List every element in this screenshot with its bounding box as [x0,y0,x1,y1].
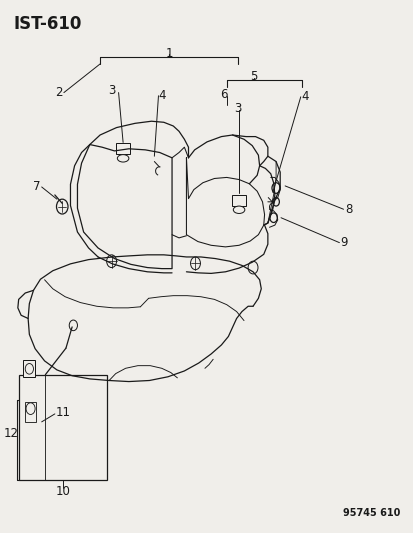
Text: 5: 5 [250,70,257,83]
Text: 1: 1 [165,47,173,60]
Text: 3: 3 [108,84,115,97]
Text: 9: 9 [340,236,347,249]
Text: 6: 6 [219,87,227,101]
Text: 3: 3 [234,102,241,115]
Text: 11: 11 [55,406,71,419]
Bar [25,402,36,422]
Text: IST-610: IST-610 [14,14,82,33]
Ellipse shape [117,155,128,162]
Bar [23,360,35,377]
Ellipse shape [233,206,244,214]
Text: 8: 8 [344,203,351,216]
Text: 7: 7 [33,181,40,193]
Text: 10: 10 [55,486,70,498]
Text: 2: 2 [55,86,62,99]
Bar [19,375,107,480]
Ellipse shape [25,364,33,374]
Text: 4: 4 [158,89,166,102]
Bar [232,195,245,206]
Bar [116,143,130,154]
Text: 12: 12 [3,427,19,440]
Ellipse shape [26,403,35,415]
Text: 4: 4 [301,90,309,103]
Text: 95745 610: 95745 610 [342,508,399,519]
